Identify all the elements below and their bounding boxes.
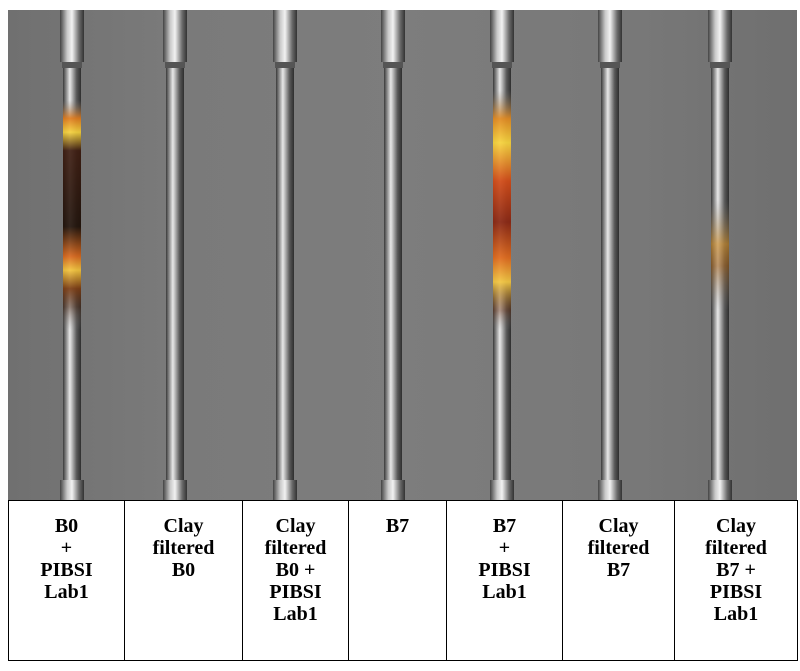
label-clay-b0-pibsi: Clay filtered B0 + PIBSI Lab1	[242, 500, 349, 661]
label-clay-b0: Clay filtered B0	[124, 500, 243, 661]
tube-3	[273, 10, 297, 501]
tube-1	[60, 10, 84, 501]
label-b7: B7	[348, 500, 447, 661]
tube-6	[598, 10, 622, 501]
label-b0-pibsi: B0 + PIBSI Lab1	[8, 500, 125, 661]
sample-label-table: B0 + PIBSI Lab1 Clay filtered B0 Clay fi…	[8, 500, 798, 661]
tube-7	[708, 10, 732, 501]
label-clay-b7-pibsi: Clay filtered B7 + PIBSI Lab1	[674, 500, 798, 661]
label-clay-b7: Clay filtered B7	[562, 500, 675, 661]
tube-4	[381, 10, 405, 501]
test-tubes-illustration	[60, 10, 732, 501]
label-b7-pibsi: B7 + PIBSI Lab1	[446, 500, 563, 661]
tube-2	[163, 10, 187, 501]
tube-5	[490, 10, 514, 501]
test-tubes-photo	[8, 10, 797, 501]
label-row: B0 + PIBSI Lab1 Clay filtered B0 Clay fi…	[8, 500, 798, 661]
